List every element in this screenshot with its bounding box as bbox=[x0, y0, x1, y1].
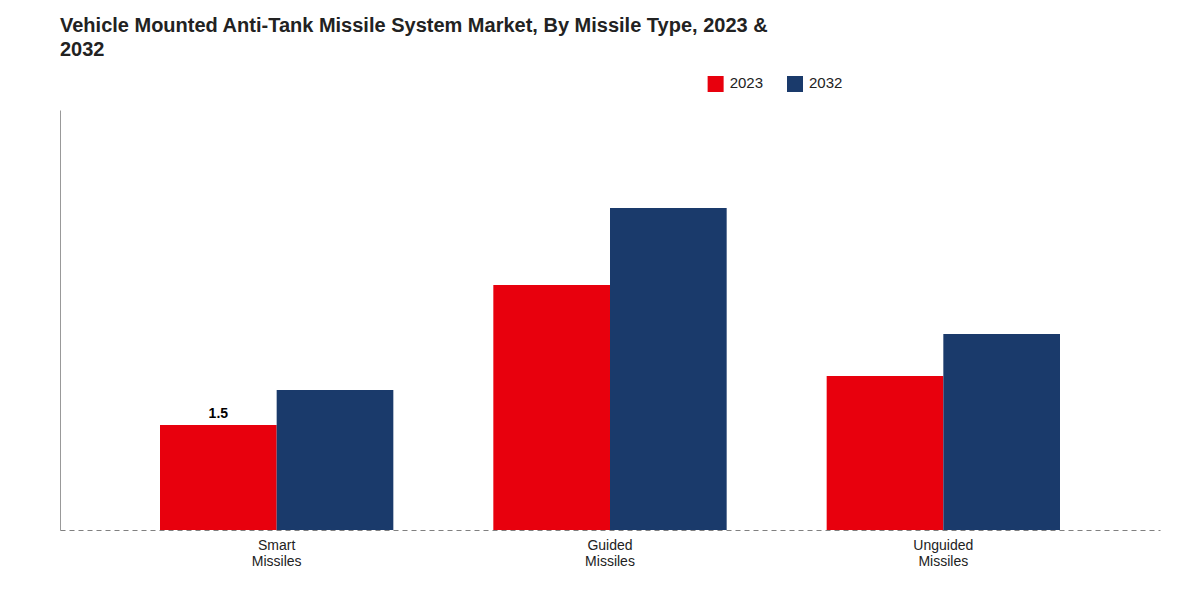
legend-swatch bbox=[708, 76, 724, 92]
bar bbox=[160, 425, 277, 530]
legend-item: 2023 bbox=[708, 74, 763, 92]
bar bbox=[827, 376, 944, 530]
baseline bbox=[61, 530, 1161, 531]
x-tick: SmartMissiles bbox=[252, 530, 302, 569]
title: Vehicle Mounted Anti-Tank Missile System… bbox=[60, 14, 768, 60]
x-axis: SmartMissiles GuidedMissiles UnguidedMissi… bbox=[61, 530, 1161, 569]
x-tick-label: UnguidedMissiles bbox=[913, 537, 973, 569]
chart: Vehicle Mounted Anti-Tank Missile System… bbox=[0, 0, 1200, 600]
y-axis-line bbox=[60, 111, 61, 531]
bar bbox=[493, 285, 610, 530]
x-tick-label: SmartMissiles bbox=[252, 537, 302, 569]
bars bbox=[160, 208, 1060, 530]
legend: 2023 2032 bbox=[708, 74, 843, 92]
x-tick-label: GuidedMissiles bbox=[585, 537, 635, 569]
legend-swatch bbox=[787, 76, 803, 92]
x-tick: UnguidedMissiles bbox=[913, 530, 973, 569]
bar-series bbox=[160, 285, 943, 530]
annotation: 1.5 bbox=[209, 405, 229, 421]
legend-label: 2023 bbox=[730, 74, 763, 91]
bar bbox=[610, 208, 727, 530]
bar bbox=[943, 334, 1060, 530]
bar-series bbox=[277, 208, 1060, 530]
x-tick: GuidedMissiles bbox=[585, 530, 635, 569]
legend-label: 2032 bbox=[809, 74, 842, 91]
legend-item: 2032 bbox=[787, 74, 842, 92]
plot: SmartMissiles GuidedMissiles UnguidedMissi… bbox=[61, 111, 1161, 569]
y-axis bbox=[60, 111, 61, 531]
bar bbox=[277, 390, 394, 530]
